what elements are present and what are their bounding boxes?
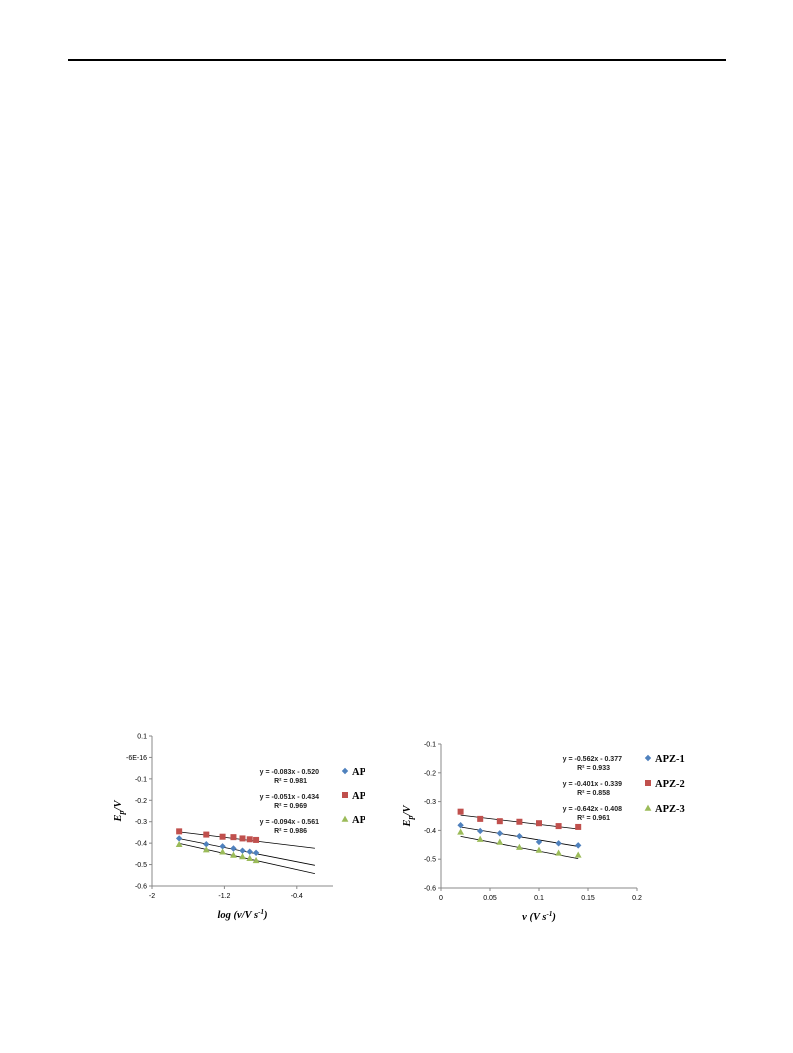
y-tick-label: -0.4 [135, 841, 147, 848]
equation-label: y = -0.401x - 0.339 [563, 781, 622, 788]
x-tick-label: 0 [439, 895, 443, 902]
chart-scan-rate: -0.1 -0.2 -0.3 -0.4 -0.5 -0.60 0.05 0.1 0.15 0.2 y… [402, 742, 685, 924]
data-point [219, 833, 226, 840]
y-axis-title: Ep/V [402, 805, 415, 828]
data-point [555, 840, 562, 847]
legend-label: APZ-1 [655, 754, 685, 765]
legend-marker [342, 792, 348, 798]
data-point [246, 836, 253, 843]
data-point [457, 828, 464, 835]
y-tick-label: -0.3 [424, 799, 436, 806]
data-point [252, 849, 260, 856]
data-point [496, 830, 503, 837]
data-point [536, 820, 542, 827]
y-tick-label: -0.6 [424, 886, 436, 893]
plot-area: 0.1 -6E-16 -0.1 -0.2 -0.3 -0.4 -0.5 -0.6-2 -1.2 -… [113, 734, 365, 922]
trendline [179, 843, 315, 875]
legend-label: APZ-3 [655, 804, 685, 815]
x-tick-label: -0.4 [291, 893, 303, 900]
y-tick-label: 0.1 [137, 734, 147, 741]
y-tick-label: -0.2 [135, 798, 147, 805]
y-tick-label: -0.5 [135, 862, 147, 869]
r-squared-label: R² = 0.986 [274, 828, 307, 835]
legend-marker [644, 754, 652, 762]
data-point [575, 842, 582, 849]
data-point [496, 838, 504, 845]
data-point [516, 832, 523, 840]
data-point [516, 843, 523, 850]
x-tick-label: 0.1 [534, 895, 544, 902]
data-point [246, 854, 254, 861]
data-point [535, 846, 543, 853]
data-point [230, 834, 237, 841]
data-point [252, 856, 260, 864]
legend-label: APZ-2 [352, 791, 365, 802]
y-tick-label: -0.1 [424, 742, 436, 749]
r-squared-label: R² = 0.981 [274, 778, 307, 785]
header-rule [68, 59, 726, 61]
data-point [175, 835, 183, 842]
x-tick-label: -2 [149, 893, 155, 900]
data-point [203, 831, 210, 838]
legend-label: APZ-2 [655, 779, 685, 790]
y-tick-label: -6E-16 [126, 755, 147, 762]
legend-marker [645, 780, 651, 786]
r-squared-label: R² = 0.858 [577, 790, 610, 797]
equation-label: y = -0.083x - 0.520 [260, 769, 319, 776]
legend-marker [341, 815, 349, 822]
data-point [535, 838, 543, 846]
equation-label: y = -0.642x - 0.408 [563, 806, 622, 813]
data-point [574, 851, 582, 858]
data-point [239, 847, 246, 854]
data-point [176, 828, 183, 835]
x-tick-label: 0.15 [581, 895, 595, 902]
data-point [477, 827, 484, 835]
y-axis-title: Ep/V [113, 800, 126, 823]
data-point [476, 835, 484, 842]
data-point [457, 808, 464, 815]
y-tick-label: -0.2 [424, 770, 436, 777]
x-tick-label: 0.05 [483, 895, 497, 902]
r-squared-label: R² = 0.961 [577, 815, 610, 822]
legend-label: APZ-3 [352, 815, 365, 826]
plot-area: -0.1 -0.2 -0.3 -0.4 -0.5 -0.60 0.05 0.1 0.15 0.2 y… [402, 742, 685, 924]
data-point [246, 848, 253, 855]
data-point [175, 840, 183, 848]
data-point [496, 818, 503, 825]
y-tick-label: -0.5 [424, 857, 436, 864]
data-point [477, 815, 484, 822]
x-tick-label: -1.2 [218, 893, 230, 900]
y-tick-label: -0.6 [135, 884, 147, 891]
data-point [575, 823, 582, 830]
legend-marker [341, 767, 349, 775]
y-tick-label: -0.4 [424, 828, 436, 835]
data-point [230, 851, 237, 858]
equation-label: y = -0.562x - 0.377 [563, 756, 622, 763]
x-tick-label: 0.2 [632, 895, 642, 902]
data-point [239, 835, 246, 842]
legend-marker [644, 804, 652, 811]
equation-label: y = -0.051x - 0.434 [260, 794, 319, 801]
data-point [253, 836, 260, 843]
equation-label: y = -0.094x - 0.561 [260, 819, 319, 826]
data-point [555, 823, 562, 830]
data-point [239, 853, 246, 860]
x-axis-title: log (v/V s-1) [218, 908, 268, 921]
data-point [516, 818, 523, 825]
data-point [230, 845, 237, 852]
data-point [202, 846, 210, 853]
data-point [555, 849, 562, 856]
r-squared-label: R² = 0.969 [274, 803, 307, 810]
x-axis-title: v (V s-1) [522, 910, 556, 923]
y-tick-label: -0.1 [135, 776, 147, 783]
chart-log-scan-rate: 0.1 -6E-16 -0.1 -0.2 -0.3 -0.4 -0.5 -0.6-2 -1.2 -… [113, 734, 365, 922]
data-point [219, 848, 226, 855]
r-squared-label: R² = 0.933 [577, 765, 610, 772]
legend-label: APZ-1 [352, 767, 365, 778]
y-tick-label: -0.3 [135, 819, 147, 826]
